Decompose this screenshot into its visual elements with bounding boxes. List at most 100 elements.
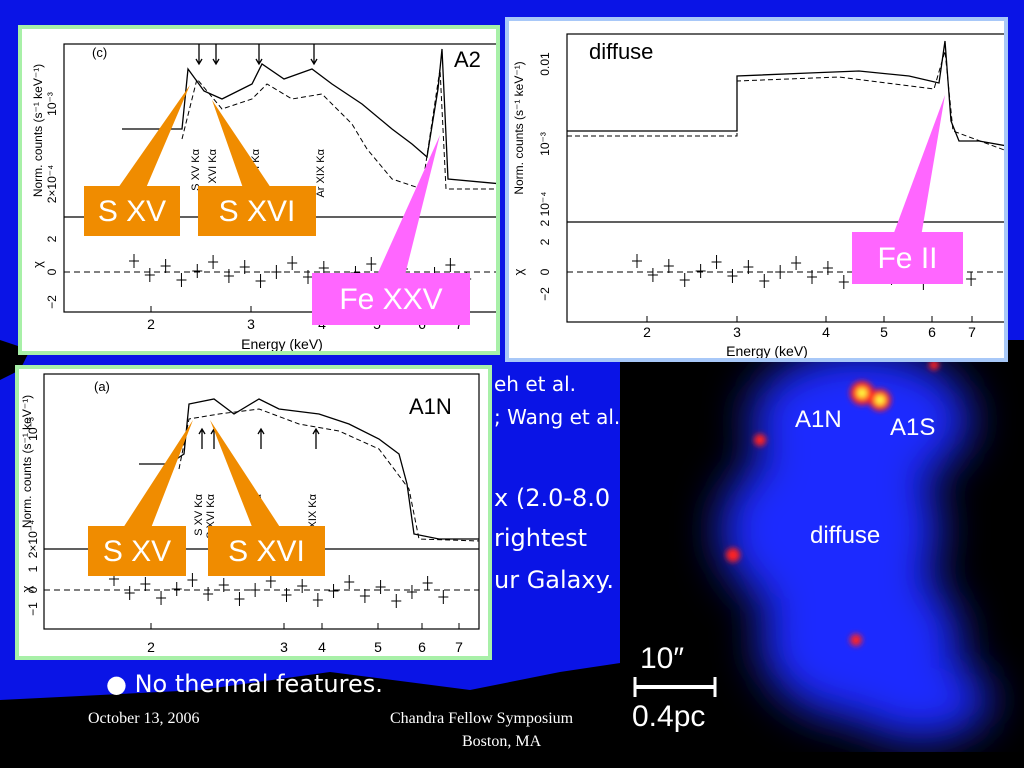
- residual-point: [234, 592, 245, 606]
- callout-label: S XVI: [228, 535, 305, 568]
- y-tick-label: 2×10⁻⁴: [26, 520, 40, 559]
- residual-point: [192, 264, 203, 278]
- callout-pointer: [893, 95, 945, 234]
- plot-frame: [63, 43, 496, 313]
- spectrum-plot: 2 3 4 5 6 7 Energy (keV) Norm. counts (s⁻¹ keV⁻…: [511, 33, 1004, 359]
- line-label: S XV Kα: [190, 148, 202, 190]
- residual-point: [838, 275, 849, 289]
- residual-point: [406, 585, 417, 599]
- panel-name: diffuse: [589, 39, 653, 64]
- chi-tick-label: 0: [45, 268, 59, 275]
- residual-point: [176, 273, 187, 287]
- residual-point: [312, 593, 323, 607]
- callout-box: [88, 526, 186, 576]
- x-tick-label: 6: [928, 324, 936, 340]
- x-tick-label: 2: [147, 316, 155, 332]
- x-tick-label: 5: [374, 639, 382, 655]
- chi-label: χ: [30, 261, 45, 268]
- residual-point: [438, 590, 449, 604]
- residual-point: [445, 258, 456, 272]
- panel-name: A1N: [409, 394, 452, 419]
- x-axis-label: Energy (keV): [241, 336, 323, 352]
- callout-label: S XV: [103, 535, 171, 568]
- residual-point: [679, 273, 690, 287]
- bullet-text: No thermal features.: [134, 670, 383, 698]
- line-arrow: [255, 44, 263, 66]
- plot-frame: [43, 373, 480, 630]
- residual-point: [144, 268, 155, 282]
- residual-point: [297, 579, 308, 593]
- residual-point: [791, 256, 802, 270]
- residual-point: [647, 268, 658, 282]
- line-label: S XV Kα: [193, 493, 205, 535]
- line-arrow: [195, 44, 203, 66]
- slide-text: ur Galaxy.: [494, 566, 614, 594]
- callout-label: Fe XXV: [339, 283, 442, 316]
- callout-box: [198, 186, 316, 236]
- line-arrow: [198, 427, 206, 449]
- x-tick-label: 6: [418, 639, 426, 655]
- chi-tick-label: 1: [26, 565, 40, 572]
- chi-tick-label: 2: [45, 235, 59, 242]
- y-axis-label: Norm. counts (s⁻¹ keV⁻¹): [512, 61, 526, 194]
- callout-box: [852, 232, 963, 284]
- model-curve: [181, 68, 496, 190]
- residual-point: [218, 578, 229, 592]
- residual-point: [287, 256, 298, 270]
- residual-point: [366, 257, 377, 271]
- line-label: S XVI Kα: [207, 148, 219, 194]
- y-tick-label: 2 10⁻⁴: [538, 192, 552, 227]
- callout-box: [312, 273, 470, 325]
- footer-location: Boston, MA: [462, 733, 542, 750]
- residual-point: [318, 261, 329, 275]
- chi-label: χ: [511, 268, 526, 275]
- y-tick-label: 10⁻³: [45, 92, 59, 116]
- slide-text: rightest: [494, 524, 588, 552]
- panel-name: A2: [454, 47, 481, 72]
- image-label: A1S: [890, 414, 936, 441]
- callout-pointer: [123, 420, 193, 528]
- line-arrow: [257, 427, 265, 449]
- x-tick-label: 5: [880, 324, 888, 340]
- scale-angle: 10″: [640, 642, 684, 675]
- residual-point: [208, 255, 219, 269]
- line-arrow: [312, 427, 320, 449]
- chi-label: χ: [19, 585, 34, 592]
- x-tick-label: 3: [733, 324, 741, 340]
- chi-tick-label: 0: [26, 586, 40, 593]
- spectrum-curve: [567, 40, 1004, 147]
- callout-box: [208, 526, 325, 576]
- y-axis-label: Norm. counts (s⁻¹ keV⁻¹): [20, 395, 34, 528]
- residual-point: [140, 577, 151, 591]
- xray-image: A1N A1S diffuse 10″ 0.4pc: [620, 340, 1024, 752]
- residual-point: [391, 594, 402, 608]
- y-tick-label: 0.01: [538, 52, 552, 76]
- callout-pointer: [118, 85, 190, 188]
- slide-text: x (2.0-8.0: [494, 484, 611, 512]
- residual-point: [171, 582, 182, 596]
- residual-point: [422, 576, 433, 590]
- residual-point: [375, 580, 386, 594]
- residual-point: [359, 589, 370, 603]
- chi-tick-label: 2: [538, 238, 552, 245]
- model-curve: [178, 408, 480, 542]
- residual-point: [663, 259, 674, 273]
- x-tick-label: 7: [968, 324, 976, 340]
- scale-length: 0.4pc: [632, 700, 706, 733]
- residual-point: [129, 254, 139, 268]
- residual-point: [344, 575, 355, 589]
- image-map: [633, 350, 990, 740]
- footer-event: Chandra Fellow Symposium: [390, 710, 574, 727]
- residual-point: [124, 586, 135, 600]
- panel-tag: (a): [94, 379, 110, 394]
- x-tick-label: 3: [247, 316, 255, 332]
- x-axis-label: Energy (keV): [726, 343, 808, 359]
- callout-pointer: [210, 420, 281, 528]
- plot-frame: [566, 33, 1004, 323]
- residual-point: [822, 261, 833, 275]
- slide-text: ; Wang et al.: [494, 405, 621, 429]
- residual-point: [328, 584, 339, 598]
- residual-point: [695, 264, 706, 278]
- y-tick-label: 10⁻³: [26, 417, 40, 441]
